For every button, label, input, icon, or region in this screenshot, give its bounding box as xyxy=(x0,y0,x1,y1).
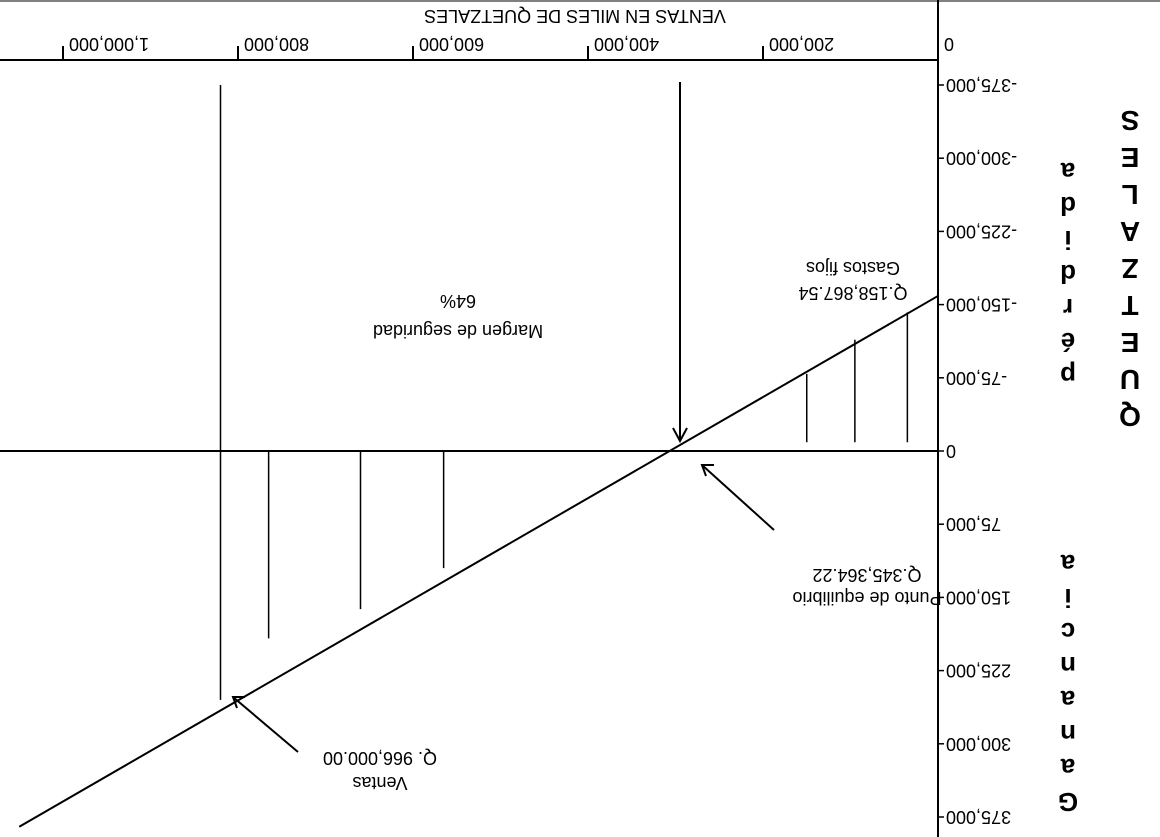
x-tick-label: 800,000 xyxy=(244,34,309,54)
hatch-lines xyxy=(267,312,909,639)
break-even-value: Q.345,364.22 xyxy=(812,565,921,585)
series xyxy=(18,295,939,828)
sales-line xyxy=(18,295,939,828)
x-axis-ticks: 0 200,000 400,000 600,000 800,000 1,000,000 xyxy=(62,34,954,60)
fixed-costs-label: Gastos fijos xyxy=(806,258,900,278)
side-label-ganancia: Ganancia xyxy=(1058,549,1078,817)
y-tick-label: 75,000 xyxy=(946,514,1001,534)
y-tick-label: 375,000 xyxy=(946,807,1011,827)
x-axis-title: VENTAS EN MILES DE QUETZALES xyxy=(424,6,726,26)
margin-title: Margen de seguridad xyxy=(373,321,543,341)
arrow-fixed-costs-head xyxy=(672,427,688,444)
fixed-costs-value: Q.158,867.54 xyxy=(798,283,907,303)
y-tick-label: -75,000 xyxy=(946,368,1007,388)
y-axis-ticks: -375,000 -300,000 -225,000 -150,000 -75,000 0… xyxy=(938,75,1017,827)
arrow-sales-head xyxy=(231,696,245,709)
y-tick-label: 150,000 xyxy=(946,587,1011,607)
y-tick-label: -375,000 xyxy=(946,75,1017,95)
y-tick-label: 300,000 xyxy=(946,734,1011,754)
y-tick-label: -225,000 xyxy=(946,221,1017,241)
arrow-break-even-head xyxy=(700,464,714,477)
arrow-sales xyxy=(232,696,299,753)
side-label-zona: QUETZALES xyxy=(1119,105,1141,432)
x-tick-label: 600,000 xyxy=(419,34,484,54)
y-tick-label: 0 xyxy=(946,441,956,461)
arrow-break-even xyxy=(701,464,775,531)
sales-title: Ventas xyxy=(352,773,407,793)
x-tick-label: 0 xyxy=(944,34,954,54)
sales-value: Q. 966,000.00 xyxy=(323,748,437,768)
x-tick-label: 1,000,000 xyxy=(69,34,149,54)
margin-value: 64% xyxy=(440,291,476,311)
side-labels: QUETZALES pérdida Ganancia xyxy=(1058,105,1141,817)
x-tick-label: 200,000 xyxy=(769,34,834,54)
side-label-perdida: pérdida xyxy=(1060,157,1076,391)
y-tick-label: -150,000 xyxy=(946,295,1017,315)
y-tick-label: 225,000 xyxy=(946,661,1011,681)
annotations: Q.158,867.54 Gastos fijos Margen de segu… xyxy=(231,82,942,793)
y-tick-label: -300,000 xyxy=(946,148,1017,168)
x-tick-label: 400,000 xyxy=(594,34,659,54)
break-even-title: Punto de equilibrio xyxy=(792,588,941,608)
